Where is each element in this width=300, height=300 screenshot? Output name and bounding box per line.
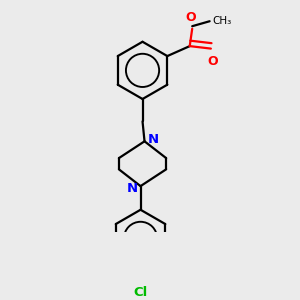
Text: N: N bbox=[126, 182, 138, 195]
Text: O: O bbox=[208, 55, 218, 68]
Text: O: O bbox=[186, 11, 196, 24]
Text: Cl: Cl bbox=[134, 286, 148, 299]
Text: CH₃: CH₃ bbox=[213, 16, 232, 26]
Text: N: N bbox=[148, 133, 159, 146]
